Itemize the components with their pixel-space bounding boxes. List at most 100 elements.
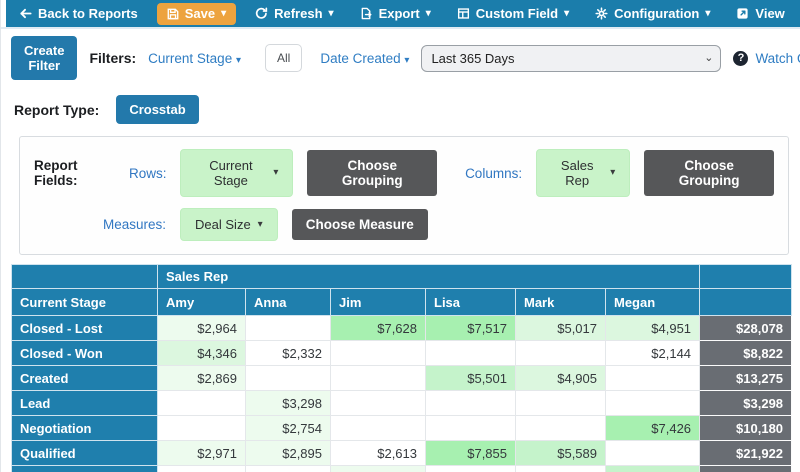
external-link-icon <box>736 7 749 20</box>
value-cell: $3,298 <box>245 390 331 416</box>
value-cell: $5,501 <box>425 365 516 391</box>
columns-label: Columns: <box>465 165 523 181</box>
table-row: Closed - Won $4,346 $2,332 $2,144 $8,822 <box>11 340 793 366</box>
value-cell: $6,200 <box>604 465 701 472</box>
value-cell <box>425 340 516 366</box>
gear-icon <box>595 7 608 20</box>
value-cell <box>330 390 426 416</box>
columns-field-dropdown[interactable]: Sales Rep ▾ <box>536 149 631 197</box>
value-cell: $2,895 <box>245 440 331 466</box>
row-total-cell: $13,275 <box>699 365 793 391</box>
value-cell <box>604 390 701 416</box>
stage-filter-value-badge[interactable]: All <box>265 44 303 72</box>
measures-label: Measures: <box>103 217 167 232</box>
configuration-button[interactable]: Configuration ▾ <box>582 0 723 27</box>
column-group-header-row: Sales Rep <box>11 264 793 289</box>
back-to-reports-label: Back to Reports <box>38 6 138 21</box>
value-cell: $7,855 <box>425 440 516 466</box>
value-cell: $2,332 <box>245 340 331 366</box>
chevron-down-icon: ▾ <box>705 7 711 19</box>
export-button[interactable]: Export ▾ <box>347 0 444 27</box>
value-cell: $7,426 <box>604 415 701 441</box>
chevron-down-icon: ▾ <box>404 54 410 66</box>
chevron-down-icon: ▾ <box>328 7 334 19</box>
table-row: Lead $3,298 $3,298 <box>11 390 793 416</box>
value-cell <box>425 465 516 472</box>
value-cell <box>330 340 426 366</box>
report-type-row: Report Type: Crosstab <box>1 86 800 134</box>
value-cell: $2,754 <box>245 415 331 441</box>
value-cell: $7,628 <box>330 315 426 341</box>
column-header-mark: Mark <box>515 288 606 316</box>
report-type-label: Report Type: <box>14 101 100 118</box>
save-label: Save <box>184 6 216 21</box>
view-label: View <box>755 6 785 21</box>
back-to-reports-button[interactable]: Back to Reports <box>6 0 151 27</box>
refresh-icon <box>255 7 268 20</box>
question-mark-icon: ? <box>733 50 749 66</box>
row-total-cell: $28,078 <box>699 315 793 341</box>
value-cell <box>604 365 701 391</box>
corner-cell <box>11 264 158 289</box>
row-total-cell: $10,180 <box>699 415 793 441</box>
rows-field-dropdown[interactable]: Current Stage ▾ <box>180 149 294 197</box>
current-stage-filter-dropdown[interactable]: Current Stage ▾ <box>148 50 241 66</box>
value-cell: $4,905 <box>515 365 606 391</box>
row-header: Working <box>11 465 158 472</box>
report-type-crosstab-button[interactable]: Crosstab <box>116 95 199 124</box>
export-label: Export <box>378 6 420 21</box>
column-header-row: Current Stage Amy Anna Jim Lisa Mark Meg… <box>11 288 793 316</box>
value-cell <box>157 415 246 441</box>
chevron-down-icon: ▾ <box>425 7 431 19</box>
value-cell: $2,964 <box>157 315 246 341</box>
value-cell: $5,589 <box>515 440 606 466</box>
value-cell <box>515 340 606 366</box>
value-cell <box>604 440 701 466</box>
create-filter-button[interactable]: Create Filter <box>11 36 78 80</box>
row-header: Closed - Lost <box>11 315 158 341</box>
crosstab-body: Closed - Lost $2,964 $7,628 $7,517 $5,017 $4,… <box>11 315 793 472</box>
row-total-cell: $21,922 <box>699 440 793 466</box>
value-cell: $2,964 <box>330 465 426 472</box>
view-button[interactable]: View <box>723 0 797 27</box>
value-cell: $2,613 <box>330 440 426 466</box>
rows-label: Rows: <box>128 165 167 181</box>
column-header-megan: Megan <box>604 288 701 316</box>
refresh-button[interactable]: Refresh ▾ <box>242 0 346 27</box>
refresh-label: Refresh <box>274 6 323 21</box>
column-header-anna: Anna <box>245 288 331 316</box>
configuration-label: Configuration <box>614 6 700 21</box>
chevron-down-icon: ▾ <box>221 7 227 19</box>
row-header: Closed - Won <box>11 340 158 366</box>
watch-quick-videos-label: Watch Quick Videos <box>755 50 800 66</box>
save-button[interactable]: Save ▾ <box>156 2 237 25</box>
measures-field-dropdown[interactable]: Deal Size ▾ <box>180 208 278 241</box>
filters-label: Filters: <box>89 50 137 66</box>
rows-choose-grouping-button[interactable]: Choose Grouping <box>307 150 438 196</box>
value-cell <box>157 390 246 416</box>
custom-field-button[interactable]: Custom Field ▾ <box>444 0 582 27</box>
choose-measure-button[interactable]: Choose Measure <box>291 209 428 240</box>
column-group-header: Sales Rep <box>156 264 701 289</box>
total-column-header <box>699 264 793 289</box>
table-row: Working $2,964 $6,200$9,164 <box>11 465 793 472</box>
value-cell: $2,971 <box>157 440 246 466</box>
row-total-cell: $3,298 <box>699 390 793 416</box>
columns-choose-grouping-button[interactable]: Choose Grouping <box>644 150 774 196</box>
custom-field-label: Custom Field <box>475 6 559 21</box>
report-fields-label: Report Fields: <box>34 158 78 188</box>
table-row: Closed - Lost $2,964 $7,628 $7,517 $5,017 $4,… <box>11 315 793 341</box>
date-range-select[interactable]: Last 365 Days <box>421 44 722 72</box>
grid-icon <box>457 7 470 20</box>
row-total-cell: $8,822 <box>699 340 793 366</box>
watch-quick-videos-link[interactable]: ? Watch Quick Videos <box>733 50 800 66</box>
value-cell <box>425 415 516 441</box>
table-row: Negotiation $2,754 $7,426 $10,180 <box>11 415 793 441</box>
value-cell: $2,869 <box>157 365 246 391</box>
value-cell <box>330 365 426 391</box>
value-cell: $4,346 <box>157 340 246 366</box>
date-created-filter-dropdown[interactable]: Date Created ▾ <box>320 50 410 66</box>
value-cell <box>157 465 246 472</box>
crosstab-table: Sales Rep Current Stage Amy Anna Jim Lis… <box>11 264 793 472</box>
